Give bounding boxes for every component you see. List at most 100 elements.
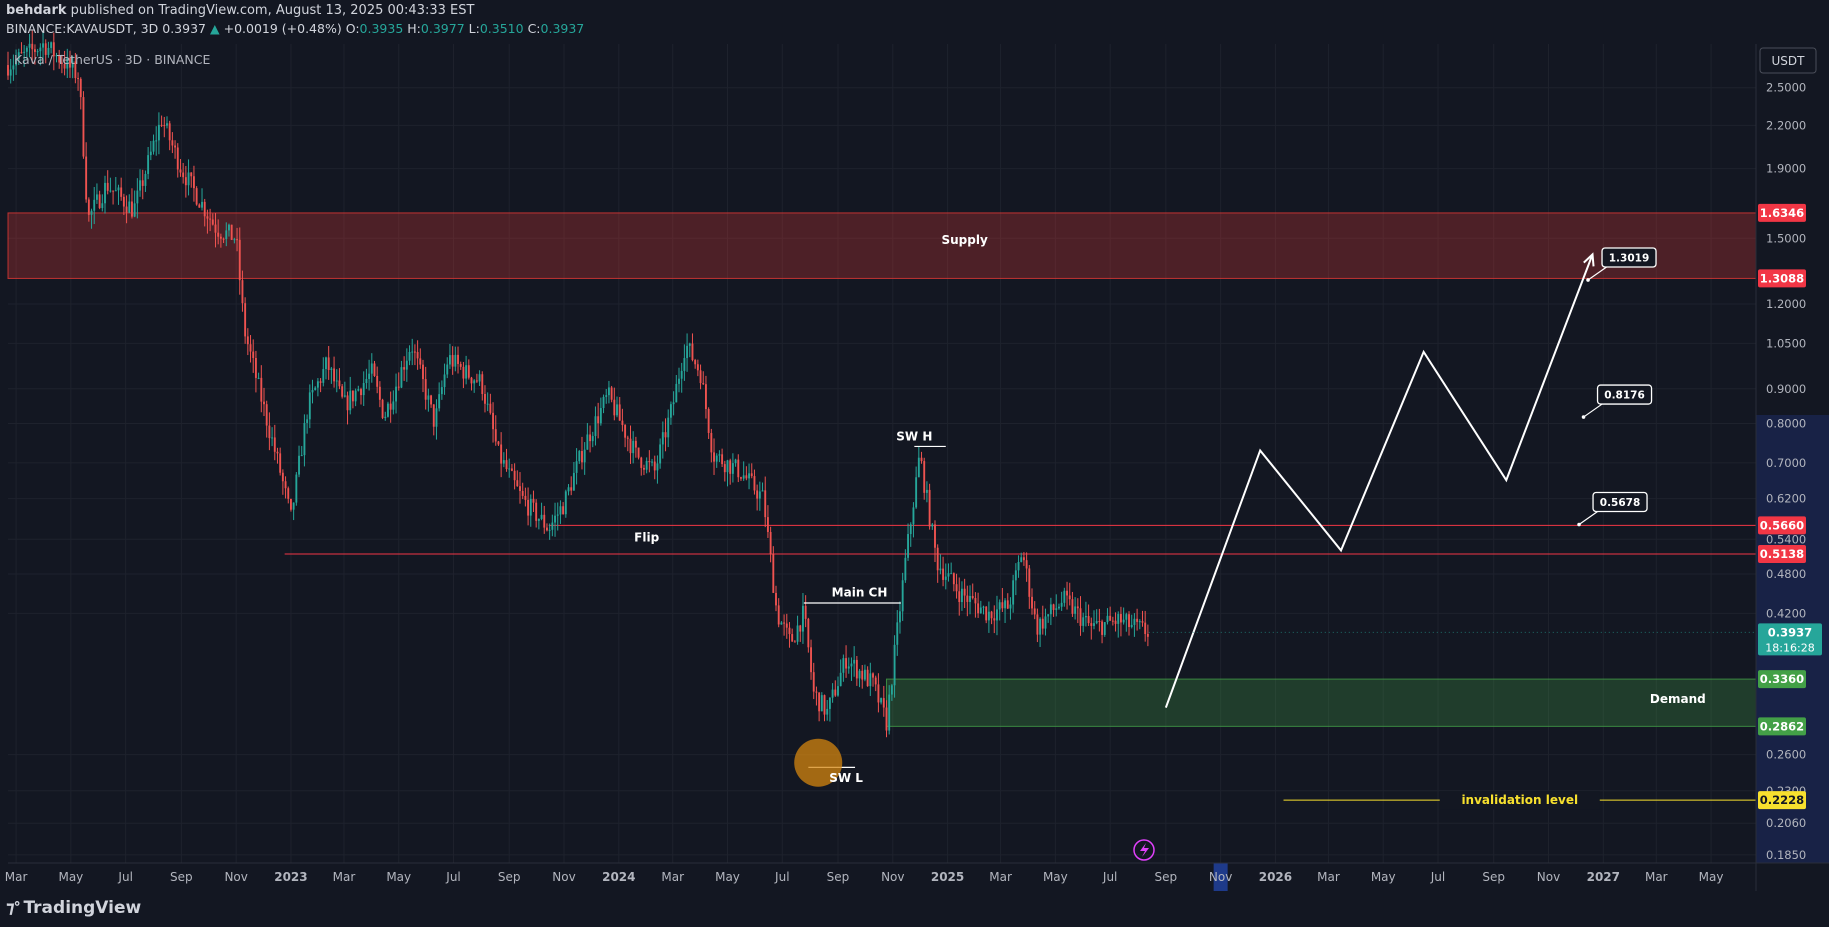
- candle-down[interactable]: [360, 387, 362, 405]
- candle-up[interactable]: [93, 187, 96, 225]
- candle-down[interactable]: [815, 686, 818, 706]
- candle-up[interactable]: [572, 461, 575, 491]
- candle-down[interactable]: [60, 54, 63, 74]
- candle-up[interactable]: [411, 338, 414, 366]
- candle-up[interactable]: [645, 457, 648, 474]
- candle-down[interactable]: [1036, 608, 1039, 643]
- candle-down[interactable]: [1041, 605, 1044, 635]
- candle-up[interactable]: [405, 348, 408, 382]
- candle-up[interactable]: [726, 459, 729, 487]
- candle-down[interactable]: [664, 418, 667, 452]
- candle-down[interactable]: [7, 51, 9, 80]
- candle-down[interactable]: [710, 428, 713, 463]
- candle-up[interactable]: [888, 685, 891, 735]
- candle-down[interactable]: [764, 476, 767, 528]
- candle-down[interactable]: [513, 463, 516, 490]
- candle-down[interactable]: [855, 655, 858, 686]
- candle-up[interactable]: [50, 41, 53, 54]
- candle-down[interactable]: [570, 476, 573, 496]
- candle-up[interactable]: [863, 664, 866, 682]
- candle-up[interactable]: [225, 222, 228, 247]
- candle-down[interactable]: [799, 624, 802, 642]
- candle-up[interactable]: [330, 366, 333, 384]
- candle-down[interactable]: [812, 662, 815, 700]
- candle-down[interactable]: [416, 340, 419, 370]
- candle-down[interactable]: [287, 486, 290, 504]
- candle-up[interactable]: [400, 360, 403, 389]
- candle-down[interactable]: [629, 425, 632, 464]
- candle-down[interactable]: [403, 356, 406, 381]
- candle-down[interactable]: [535, 499, 538, 528]
- candle-down[interactable]: [691, 333, 694, 362]
- candle-down[interactable]: [20, 42, 23, 54]
- candle-down[interactable]: [958, 577, 961, 616]
- candle-down[interactable]: [942, 556, 945, 587]
- candle-down[interactable]: [589, 425, 592, 453]
- candle-up[interactable]: [1009, 597, 1012, 620]
- candle-down[interactable]: [378, 381, 381, 408]
- candle-up[interactable]: [368, 359, 371, 391]
- candle-up[interactable]: [1060, 591, 1063, 611]
- candle-up[interactable]: [128, 194, 131, 214]
- candle-up[interactable]: [166, 116, 168, 129]
- candle-up[interactable]: [591, 431, 594, 448]
- candle-up[interactable]: [308, 384, 311, 429]
- candle-down[interactable]: [775, 585, 777, 612]
- candle-up[interactable]: [969, 585, 971, 615]
- candle-down[interactable]: [82, 91, 85, 159]
- candle-down[interactable]: [621, 408, 624, 432]
- candle-up[interactable]: [899, 601, 901, 634]
- candle-up[interactable]: [149, 141, 152, 161]
- candle-up[interactable]: [586, 423, 589, 450]
- candle-down[interactable]: [195, 186, 198, 206]
- candle-up[interactable]: [632, 431, 635, 464]
- candle-up[interactable]: [917, 446, 920, 478]
- candle-up[interactable]: [998, 599, 1001, 621]
- candle-down[interactable]: [413, 344, 416, 366]
- candle-up[interactable]: [979, 600, 982, 614]
- replay-icon[interactable]: [1133, 839, 1155, 861]
- candle-up[interactable]: [147, 147, 150, 180]
- candle-down[interactable]: [952, 572, 955, 592]
- candle-down[interactable]: [1052, 603, 1055, 617]
- candle-up[interactable]: [133, 190, 136, 218]
- candle-up[interactable]: [440, 380, 443, 400]
- candle-down[interactable]: [1141, 610, 1144, 627]
- candle-down[interactable]: [1087, 604, 1090, 626]
- candle-up[interactable]: [842, 654, 845, 682]
- candle-down[interactable]: [31, 30, 34, 63]
- candle-down[interactable]: [34, 44, 36, 65]
- candle-down[interactable]: [756, 484, 759, 511]
- candle-down[interactable]: [141, 169, 144, 200]
- candle-down[interactable]: [276, 447, 279, 464]
- candle-up[interactable]: [556, 502, 559, 531]
- candle-down[interactable]: [1071, 591, 1074, 617]
- candle-up[interactable]: [1125, 612, 1128, 632]
- candle-down[interactable]: [963, 578, 966, 609]
- candle-down[interactable]: [772, 546, 775, 593]
- candle-down[interactable]: [745, 466, 748, 481]
- candle-up[interactable]: [564, 489, 567, 518]
- candle-down[interactable]: [971, 583, 974, 600]
- candle-down[interactable]: [190, 172, 193, 188]
- candle-up[interactable]: [909, 522, 912, 547]
- candle-down[interactable]: [1068, 582, 1071, 606]
- candle-down[interactable]: [977, 592, 980, 618]
- candle-down[interactable]: [222, 237, 225, 244]
- candle-down[interactable]: [694, 358, 697, 369]
- candle-up[interactable]: [322, 357, 325, 387]
- candle-down[interactable]: [87, 197, 90, 222]
- candle-down[interactable]: [125, 195, 128, 224]
- candle-up[interactable]: [828, 697, 831, 722]
- candle-up[interactable]: [987, 601, 990, 633]
- candle-up[interactable]: [1044, 608, 1047, 636]
- candle-up[interactable]: [95, 183, 98, 204]
- candle-up[interactable]: [683, 344, 686, 381]
- candle-down[interactable]: [244, 297, 247, 344]
- candle-up[interactable]: [961, 581, 963, 611]
- candle-up[interactable]: [925, 481, 928, 503]
- candle-up[interactable]: [820, 692, 823, 712]
- candle-down[interactable]: [729, 458, 732, 485]
- candle-down[interactable]: [451, 346, 454, 375]
- candle-down[interactable]: [777, 598, 780, 628]
